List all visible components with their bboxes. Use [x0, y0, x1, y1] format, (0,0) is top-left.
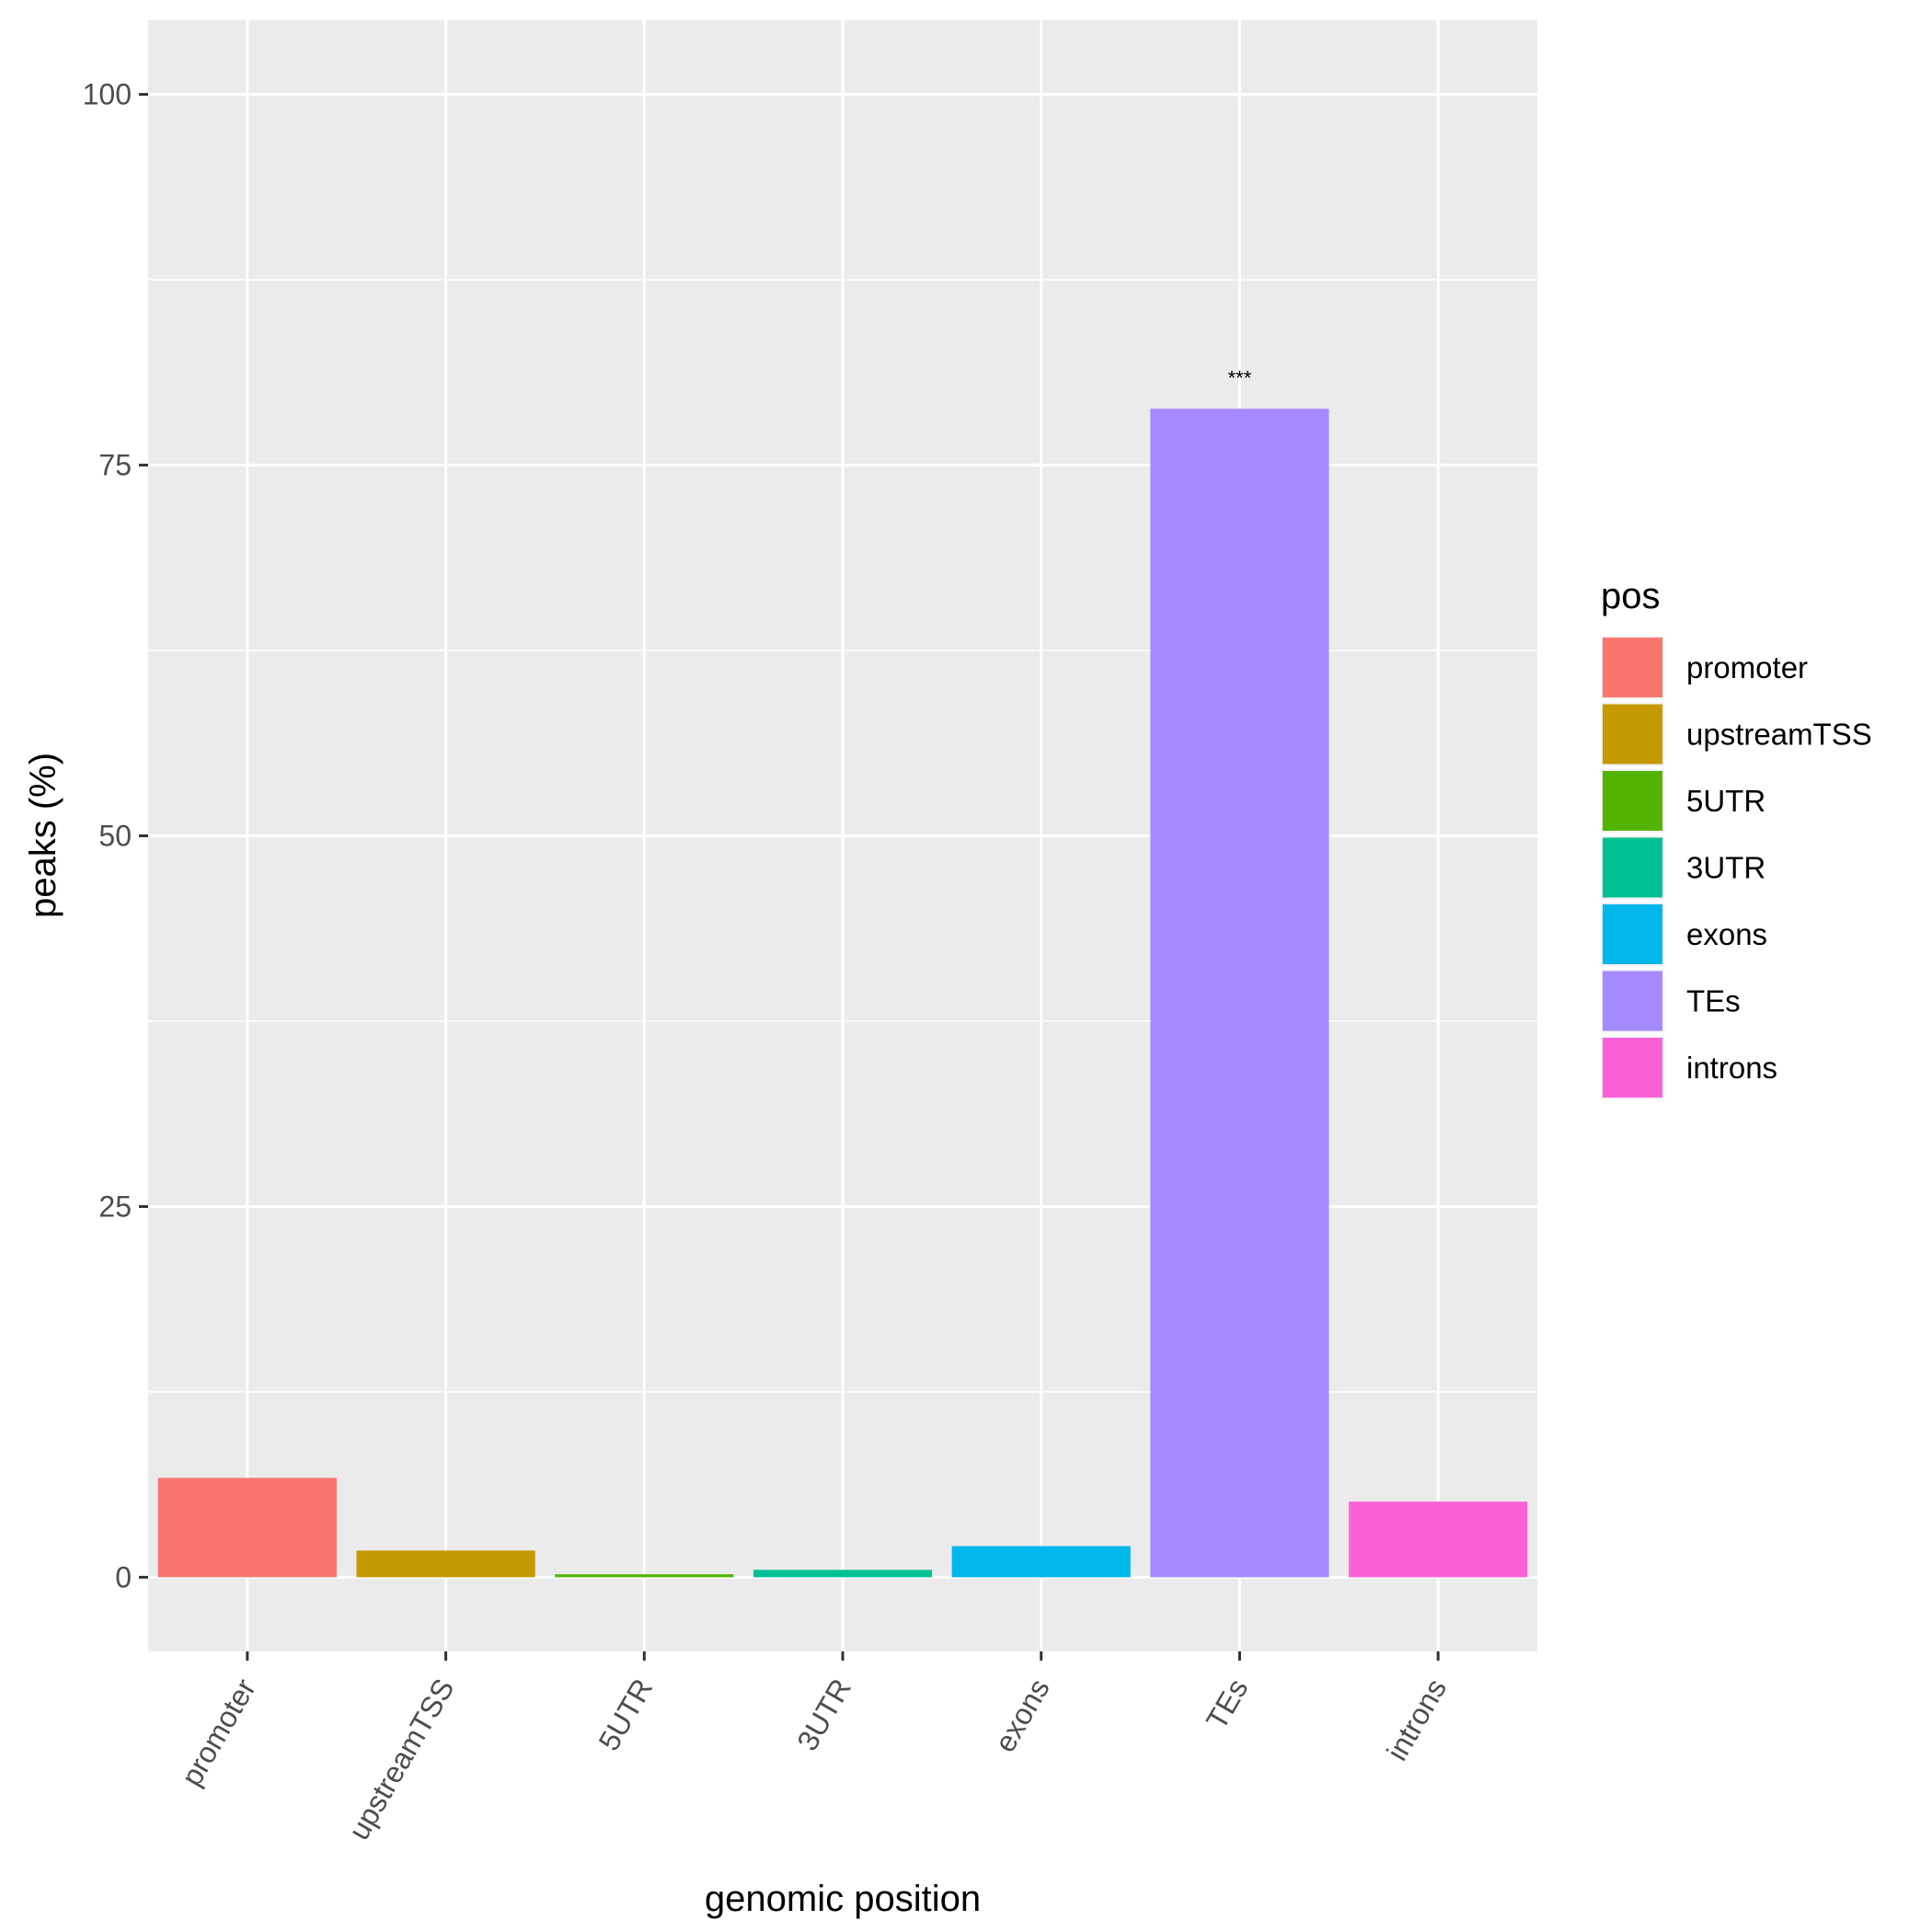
legend-items: promoter upstreamTSS 5UTR 3UTR exons TEs intro… [1601, 636, 1872, 1099]
legend-swatch-exons [1603, 904, 1662, 964]
legend-swatch-upstreamTSS [1603, 705, 1662, 765]
legend-swatch-promoter [1603, 638, 1662, 697]
x-tick-label: upstreamTSS [342, 1673, 461, 1846]
y-axis: 0 25 50 75 100 [83, 78, 148, 1594]
x-tick-label: promoter [175, 1673, 262, 1791]
bar-promoter [158, 1478, 337, 1577]
x-tick-label: TEs [1200, 1673, 1255, 1735]
bar-upstreamTSS [357, 1550, 535, 1577]
legend-label: promoter [1686, 650, 1808, 684]
significance-label: *** [1228, 366, 1252, 389]
legend-label: TEs [1686, 984, 1741, 1018]
bar-3UTR [753, 1570, 932, 1577]
y-tick-label: 75 [98, 449, 132, 482]
bar-annotations: *** [1228, 366, 1252, 389]
bar-TEs [1150, 408, 1328, 1577]
legend-swatch-3UTR [1603, 838, 1662, 898]
bar-introns [1349, 1501, 1527, 1577]
y-tick-label: 100 [83, 78, 132, 111]
x-axis-title: genomic position [705, 1879, 981, 1919]
y-tick-label: 50 [98, 820, 132, 853]
legend-label: 5UTR [1686, 784, 1765, 818]
bar-exons [952, 1547, 1131, 1578]
legend-swatch-5UTR [1603, 771, 1662, 831]
legend-title: pos [1601, 576, 1661, 616]
legend-label: 3UTR [1686, 851, 1765, 885]
x-tick-label: introns [1380, 1673, 1453, 1766]
x-tick-label: 3UTR [790, 1673, 857, 1756]
legend-swatch-TEs [1603, 972, 1662, 1031]
y-axis-title: peaks (%) [23, 753, 63, 918]
y-tick-label: 25 [98, 1190, 132, 1223]
legend-label: introns [1686, 1051, 1777, 1085]
bar-5UTR [555, 1574, 733, 1577]
x-tick-label: exons [988, 1673, 1056, 1758]
legend-label: exons [1686, 917, 1767, 951]
x-tick-label: 5UTR [592, 1673, 659, 1756]
legend-swatch-introns [1603, 1038, 1662, 1098]
legend-label: upstreamTSS [1686, 718, 1872, 752]
y-tick-label: 0 [115, 1560, 132, 1593]
legend: pos promoter upstreamTSS 5UTR 3UTR exons TEs i… [1601, 576, 1872, 1099]
x-axis: promoter upstreamTSS 5UTR 3UTR exons TEs intro… [175, 1651, 1453, 1846]
